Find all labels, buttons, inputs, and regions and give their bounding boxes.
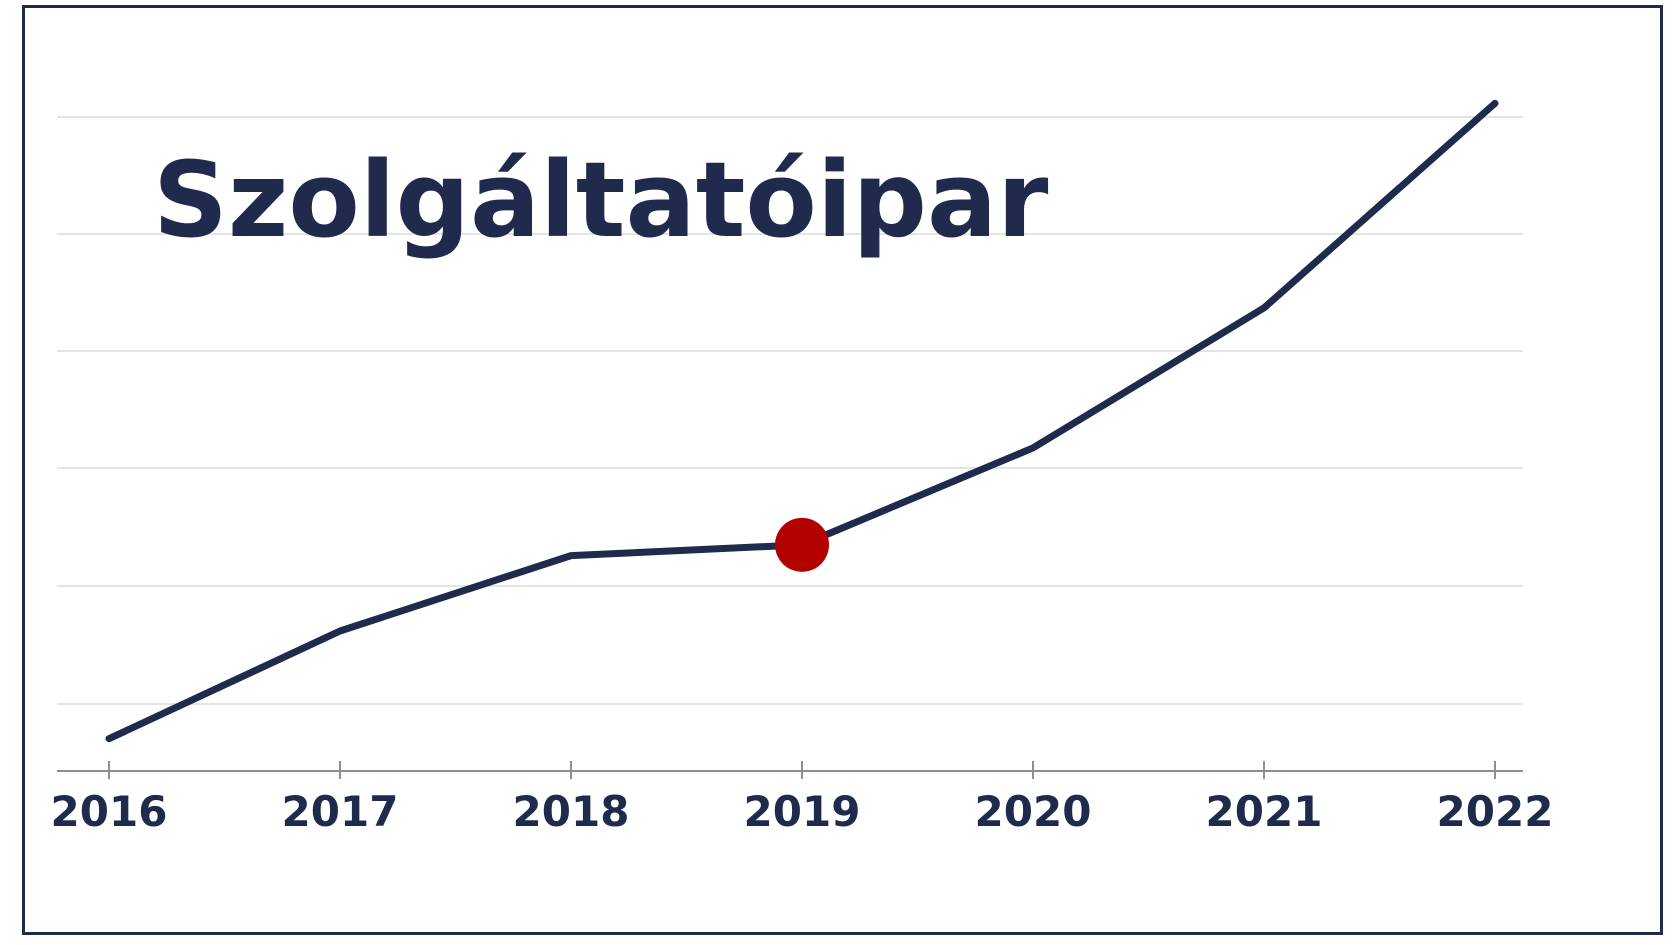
x-tick-label: 2019	[744, 787, 861, 836]
chart-frame: Szolgáltatóipar 2016 2017 2018 2019 2020 2021…	[22, 5, 1663, 935]
chart-title: Szolgáltatóipar	[153, 139, 1048, 261]
x-tick-label: 2020	[975, 787, 1092, 836]
highlight-point	[775, 517, 829, 572]
series-layer	[105, 99, 1499, 743]
x-axis: 2016 2017 2018 2019 2020 2021 2022	[51, 761, 1554, 836]
x-tick-label: 2018	[513, 787, 630, 836]
x-tick-label: 2016	[51, 787, 168, 836]
x-tick-label: 2021	[1206, 787, 1323, 836]
x-tick-label: 2017	[282, 787, 399, 836]
line-chart: Szolgáltatóipar 2016 2017 2018 2019 2020 2021…	[51, 99, 1554, 836]
x-tick-label: 2022	[1437, 787, 1554, 836]
grid-lines	[57, 116, 1523, 705]
